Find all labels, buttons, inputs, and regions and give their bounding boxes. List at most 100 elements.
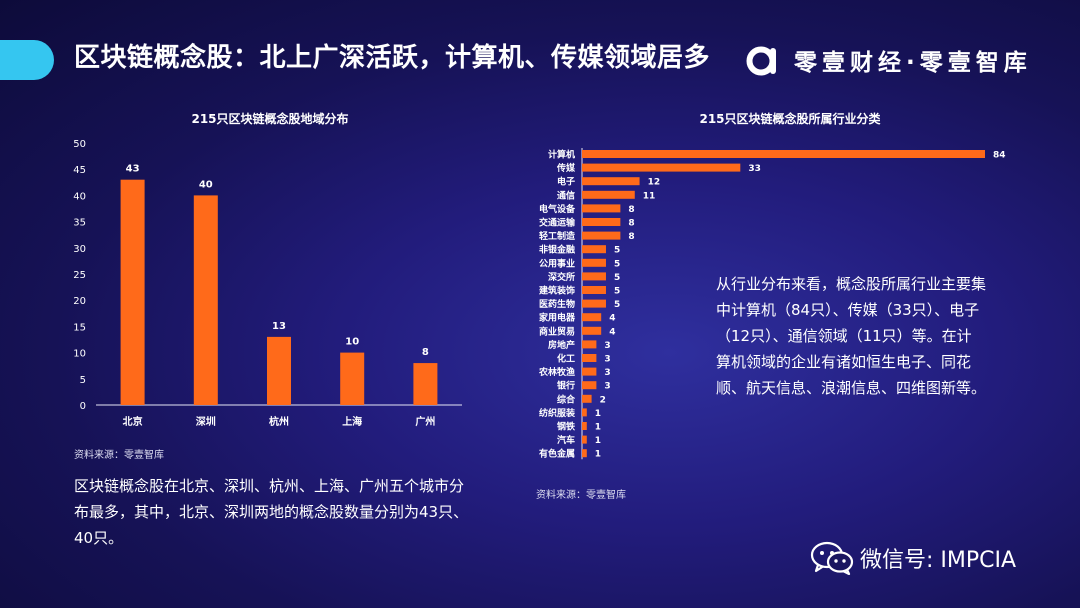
region-description: 区块链概念股在北京、深圳、杭州、上海、广州五个城市分布最多，其中，北京、深圳两地…: [74, 477, 469, 547]
y-tick-label: 商业贸易: [539, 325, 575, 337]
x-tick-label: 北京: [123, 415, 143, 428]
title-accent-pill: [0, 40, 54, 80]
y-tick-label: 0: [80, 401, 86, 412]
data-label: 12: [648, 178, 661, 188]
region-chart-source: 资料来源：零壹智库: [74, 450, 164, 461]
y-tick-label: 非银金融: [539, 244, 575, 256]
y-tick-label: 30: [73, 244, 86, 255]
industry-description: 从行业分布来看，概念股所属行业主要集中计算机（84只）、传媒（33只）、电子（1…: [716, 275, 987, 397]
data-label: 3: [604, 368, 610, 378]
y-tick-label: 深交所: [548, 271, 575, 283]
data-label: 4: [609, 327, 615, 337]
bar: [582, 394, 592, 403]
y-tick-label: 建筑装饰: [539, 285, 575, 297]
y-tick-label: 40: [73, 191, 86, 202]
bar: [582, 313, 602, 322]
bar: [582, 231, 621, 240]
data-label: 11: [643, 191, 656, 201]
y-tick-label: 通信: [557, 189, 575, 201]
bar: [413, 363, 438, 405]
y-tick-label: 有色金属: [539, 448, 575, 460]
bar: [582, 245, 606, 254]
data-label: 5: [614, 246, 620, 256]
brand-logo-icon: [746, 46, 776, 76]
bar: [582, 258, 606, 267]
brand: 零壹财经·零壹智库: [744, 40, 1032, 80]
wechat-id: 微信号: IMPCIA: [860, 548, 1017, 573]
bar: [582, 422, 587, 430]
industry-chart-title: 215只区块链概念股所属行业分类: [699, 112, 881, 126]
wechat-badge: 微信号: IMPCIA: [810, 540, 1016, 576]
y-tick-label: 电子: [557, 176, 575, 188]
bar: [582, 449, 587, 458]
bar: [120, 179, 145, 405]
bar: [582, 177, 640, 186]
data-label: 5: [614, 259, 620, 269]
data-label: 1: [595, 423, 601, 433]
data-label: 4: [609, 314, 615, 324]
bar: [582, 299, 606, 308]
y-tick-label: 纺织服装: [539, 407, 576, 419]
data-label: 13: [272, 321, 286, 332]
data-label: 43: [126, 164, 140, 175]
data-label: 3: [604, 341, 610, 351]
data-label: 3: [604, 355, 610, 365]
y-tick-label: 25: [73, 270, 86, 281]
bar: [582, 163, 741, 172]
y-tick-label: 轻工制造: [539, 230, 576, 242]
page-title: 区块链概念股：北上广深活跃，计算机、传媒领域居多: [74, 43, 711, 73]
y-tick-label: 综合: [557, 393, 576, 405]
data-label: 40: [199, 179, 213, 190]
bar: [340, 352, 365, 405]
data-label: 8: [628, 205, 634, 215]
wechat-icon: [810, 541, 854, 575]
y-tick-label: 50: [73, 139, 86, 150]
x-tick-label: 广州: [415, 415, 435, 428]
y-tick-label: 汽车: [557, 434, 575, 446]
data-label: 5: [614, 273, 620, 283]
x-tick-label: 深圳: [196, 415, 216, 428]
data-label: 2: [600, 395, 606, 405]
bar: [582, 190, 635, 199]
bar: [582, 150, 985, 158]
bar: [193, 195, 218, 405]
bar: [582, 286, 606, 294]
data-label: 5: [614, 300, 620, 310]
y-tick-label: 20: [73, 296, 86, 307]
bar: [582, 354, 597, 362]
bar: [582, 204, 621, 213]
y-tick-label: 5: [80, 375, 86, 386]
data-label: 10: [345, 337, 359, 348]
x-tick-label: 杭州: [269, 415, 289, 428]
bar: [582, 340, 597, 349]
bar: [582, 408, 587, 417]
data-label: 33: [748, 164, 761, 174]
data-label: 8: [628, 219, 634, 229]
y-tick-label: 35: [73, 218, 86, 229]
bar: [582, 326, 602, 335]
region-chart-title: 215只区块链概念股地域分布: [191, 112, 349, 126]
y-tick-label: 计算机: [548, 149, 575, 161]
data-label: 3: [604, 382, 610, 392]
data-label: 1: [595, 409, 601, 419]
x-tick-label: 上海: [342, 415, 362, 428]
y-tick-label: 传媒: [556, 162, 576, 174]
y-tick-label: 15: [73, 322, 86, 333]
bar: [582, 218, 621, 226]
bar: [582, 367, 597, 376]
industry-chart-source: 资料来源：零壹智库: [536, 490, 626, 501]
y-tick-label: 家用电器: [539, 312, 576, 324]
y-tick-label: 医药生物: [539, 298, 575, 310]
y-tick-label: 电气设备: [539, 203, 576, 215]
y-tick-label: 化工: [557, 353, 575, 365]
data-label: 5: [614, 287, 620, 297]
region-bar-chart: 0 5 10 15 20 25 30 35 40 45 50 43 北京 40 深圳 13 杭州 10 上海 8 广州: [73, 139, 462, 428]
data-label: 1: [595, 436, 601, 446]
bar: [582, 435, 587, 444]
brand-name: 零壹财经·零壹智库: [794, 50, 1032, 76]
y-tick-label: 45: [73, 165, 86, 176]
data-label: 8: [628, 232, 634, 242]
y-tick-label: 交通运输: [539, 217, 576, 229]
y-tick-label: 公用事业: [539, 257, 575, 269]
